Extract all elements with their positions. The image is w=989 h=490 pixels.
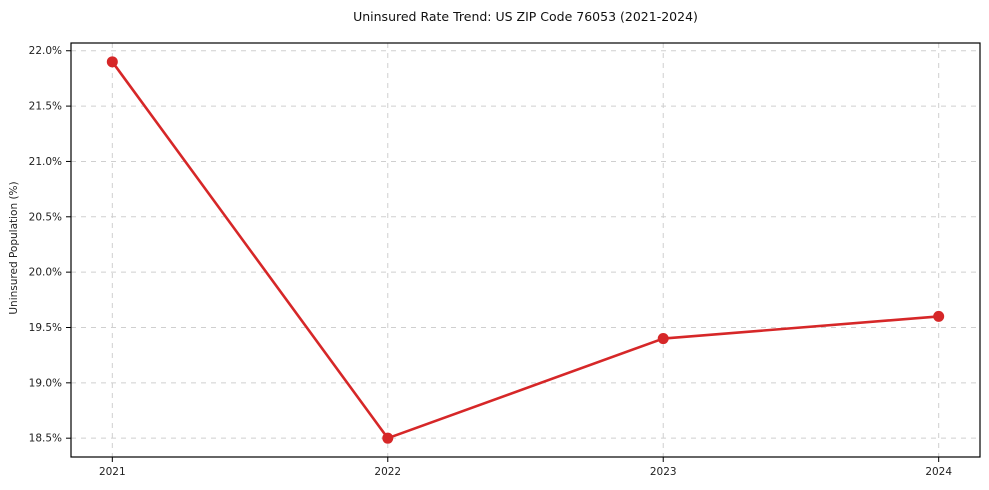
- x-tick-label: 2024: [925, 466, 952, 478]
- chart-title: Uninsured Rate Trend: US ZIP Code 76053 …: [353, 9, 698, 24]
- y-tick-label: 20.5%: [29, 211, 62, 223]
- plot-background: [71, 43, 980, 457]
- y-tick-label: 21.0%: [29, 156, 62, 168]
- data-point-2024: [933, 310, 945, 322]
- y-tick-label: 20.0%: [29, 267, 62, 279]
- y-tick-label: 18.5%: [29, 433, 62, 445]
- y-axis-label: Uninsured Population (%): [8, 181, 20, 315]
- plot-border: [70, 42, 981, 458]
- data-point-2021: [106, 56, 118, 68]
- y-tick-label: 19.0%: [29, 377, 62, 389]
- x-tick-label: 2021: [99, 466, 126, 478]
- x-tick-label: 2022: [374, 466, 401, 478]
- data-point-2023: [657, 333, 669, 345]
- y-tick-label: 22.0%: [29, 45, 62, 57]
- x-tick-label: 2023: [650, 466, 677, 478]
- data-point-2022: [382, 432, 394, 444]
- y-tick-label: 19.5%: [29, 322, 62, 334]
- y-tick-label: 21.5%: [29, 101, 62, 113]
- trend-line: [111, 60, 940, 440]
